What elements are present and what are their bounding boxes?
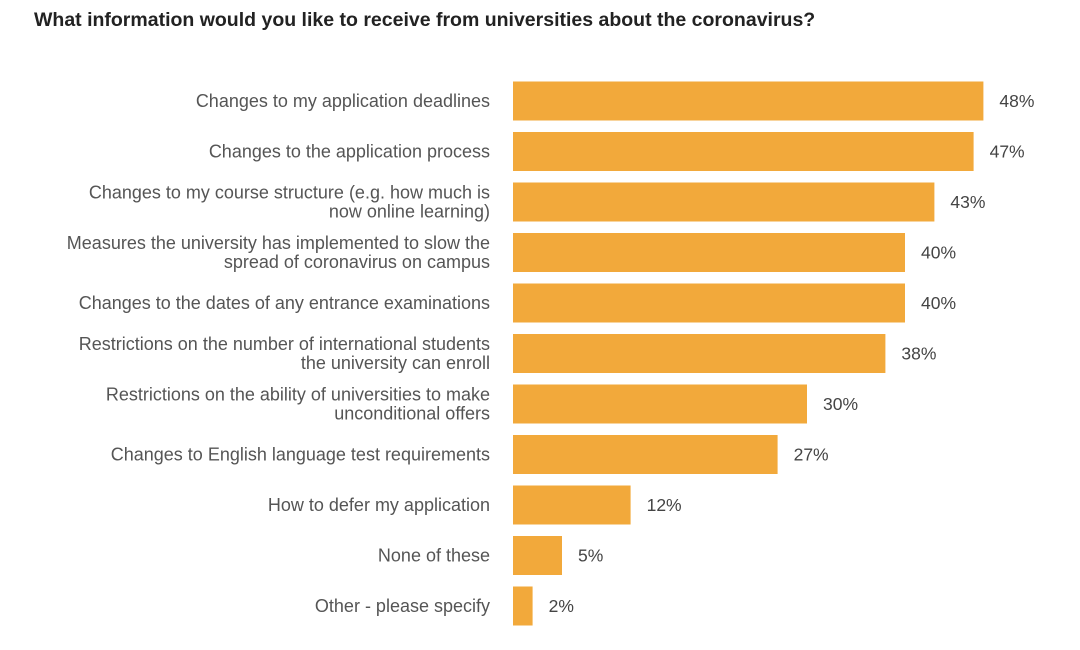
data-label: 5% <box>578 546 603 566</box>
data-label: 38% <box>901 344 936 364</box>
bar <box>513 334 886 373</box>
value-labels-layer: 48% 47% 43% 40% 40% 38% 30% 27% 12% 5% 2% <box>549 91 1035 616</box>
category-label-line: How to defer my application <box>268 495 490 515</box>
category-label: Changes to English language test require… <box>111 445 490 465</box>
bars-layer <box>513 81 984 626</box>
data-label: 48% <box>999 91 1034 111</box>
category-label-line: unconditional offers <box>334 404 490 424</box>
category-label-line: Measures the university has implemented … <box>67 233 490 253</box>
category-label-line: spread of coronavirus on campus <box>224 252 490 272</box>
data-label: 30% <box>823 394 858 414</box>
category-label-line: now online learning) <box>329 202 490 222</box>
category-label-line: Other - please specify <box>315 596 490 616</box>
category-labels-layer: Changes to my application deadlines Chang… <box>67 91 490 616</box>
bar <box>513 536 562 575</box>
bar <box>513 132 974 171</box>
category-label: Restrictions on the ability of universit… <box>106 385 490 424</box>
bar <box>513 283 905 323</box>
category-label: How to defer my application <box>268 495 490 515</box>
category-label-line: Restrictions on the number of internatio… <box>79 334 490 354</box>
data-label: 47% <box>990 142 1025 162</box>
category-label-line: Changes to the dates of any entrance exa… <box>79 293 490 313</box>
bar <box>513 384 807 424</box>
category-label-line: Changes to the application process <box>209 142 490 162</box>
bar <box>513 182 935 222</box>
category-label-line: Changes to English language test require… <box>111 445 490 465</box>
category-label: Other - please specify <box>315 596 490 616</box>
category-label: Changes to the application process <box>209 142 490 162</box>
bar <box>513 586 533 626</box>
data-label: 12% <box>647 495 682 515</box>
data-label: 27% <box>794 445 829 465</box>
category-label: Changes to the dates of any entrance exa… <box>79 293 490 313</box>
category-label-line: Restrictions on the ability of universit… <box>106 385 490 405</box>
bar <box>513 435 778 474</box>
category-label: Changes to my course structure (e.g. how… <box>89 183 490 222</box>
category-label-line: the university can enroll <box>301 353 490 373</box>
category-label: None of these <box>378 546 490 566</box>
category-label: Measures the university has implemented … <box>67 233 490 272</box>
bar <box>513 81 984 121</box>
category-label-line: Changes to my course structure (e.g. how… <box>89 183 490 203</box>
category-label: Changes to my application deadlines <box>196 91 490 111</box>
bar <box>513 485 631 525</box>
category-label: Restrictions on the number of internatio… <box>79 334 490 373</box>
data-label: 43% <box>950 192 985 212</box>
data-label: 40% <box>921 293 956 313</box>
category-label-line: None of these <box>378 546 490 566</box>
data-label: 40% <box>921 243 956 263</box>
category-label-line: Changes to my application deadlines <box>196 91 490 111</box>
bar <box>513 233 905 272</box>
chart-title: What information would you like to recei… <box>34 9 816 31</box>
data-label: 2% <box>549 596 574 616</box>
